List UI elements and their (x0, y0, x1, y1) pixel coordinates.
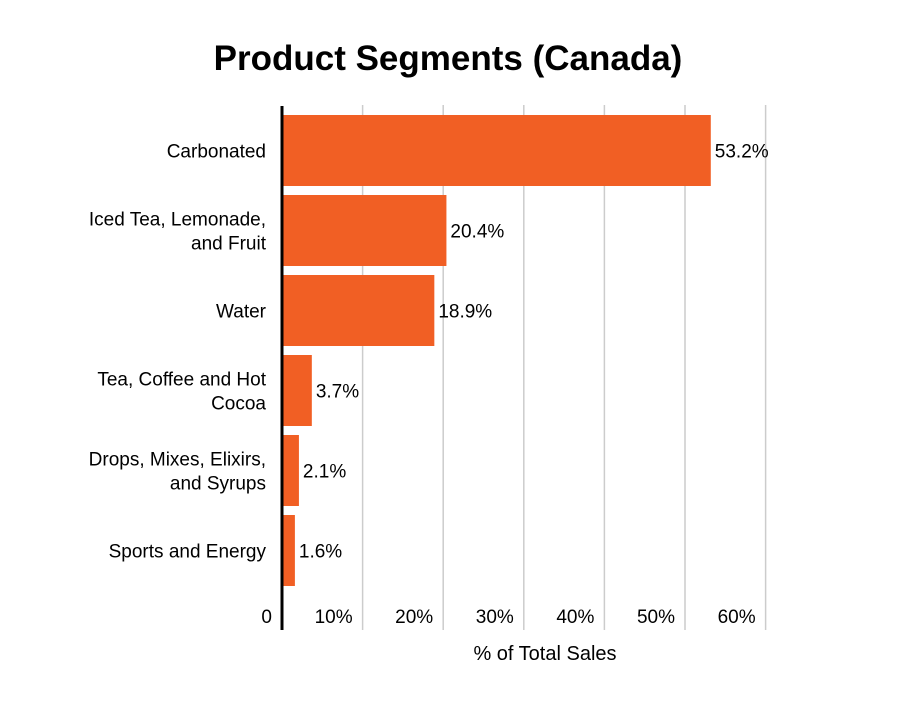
bar (282, 435, 299, 506)
category-label: and Fruit (191, 234, 267, 255)
data-label: 20.4% (450, 222, 504, 243)
data-label: 53.2% (715, 142, 769, 163)
x-tick-label: 60% (718, 607, 756, 628)
bar (282, 275, 435, 346)
data-label: 1.6% (299, 542, 342, 563)
x-tick-label: 10% (315, 607, 353, 628)
data-label: 2.1% (303, 462, 346, 483)
category-label: Tea, Coffee and Hot (97, 370, 266, 391)
x-tick-label: 0 (261, 607, 272, 628)
x-axis-label: % of Total Sales (473, 643, 616, 665)
data-label: 18.9% (438, 302, 492, 323)
bar (282, 115, 711, 186)
x-tick-label: 50% (637, 607, 675, 628)
category-label: Sports and Energy (109, 542, 267, 563)
category-label: Water (216, 302, 267, 323)
category-label: Drops, Mixes, Elixirs, (89, 450, 266, 471)
x-tick-label: 20% (395, 607, 433, 628)
x-tick-label: 40% (556, 607, 594, 628)
bar (282, 515, 295, 586)
category-label: Cocoa (211, 394, 266, 415)
category-label: Carbonated (167, 142, 266, 163)
bar (282, 195, 447, 266)
x-tick-label: 30% (476, 607, 514, 628)
chart-title: Product Segments (Canada) (214, 39, 683, 78)
category-label: and Syrups (170, 474, 266, 495)
data-label: 3.7% (316, 382, 359, 403)
category-label: Iced Tea, Lemonade, (89, 210, 266, 231)
bar (282, 355, 312, 426)
